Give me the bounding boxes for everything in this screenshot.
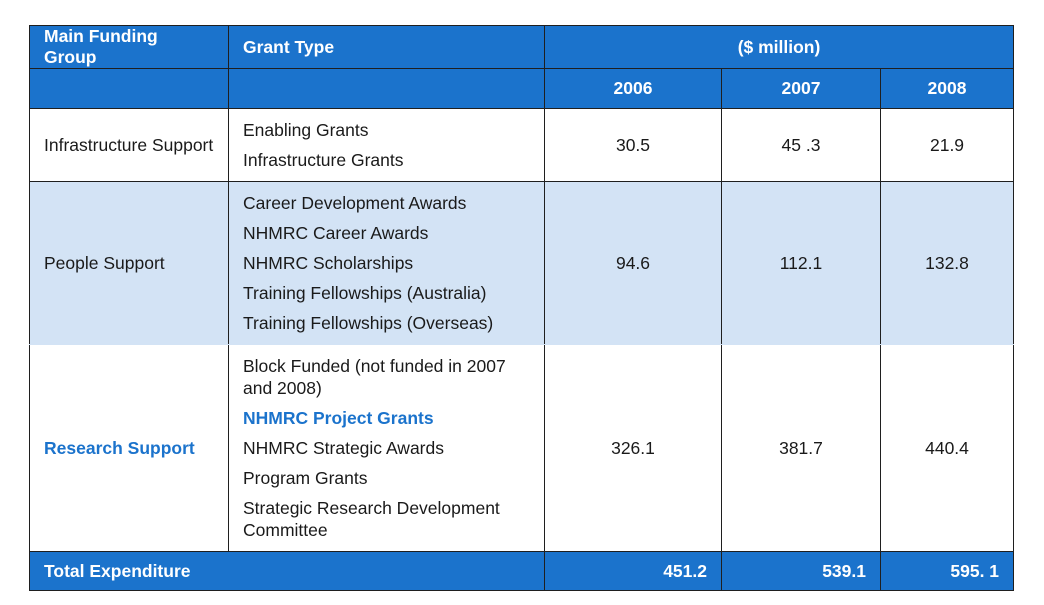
grant-type-cell: Block Funded (not funded in 2007 and 200… <box>228 344 545 552</box>
grant-item: NHMRC Career Awards <box>243 223 429 243</box>
grant-item: Infrastructure Grants <box>243 150 404 170</box>
grant-type-cell: Enabling Grants Infrastructure Grants <box>228 108 545 182</box>
header-year-2006: 2006 <box>544 68 722 109</box>
header-year-2008: 2008 <box>879 68 1015 109</box>
total-2007: 539.1 <box>721 551 881 591</box>
funding-group-cell: People Support <box>29 181 229 345</box>
funding-group-cell: Research Support <box>29 344 229 552</box>
value-2007: 112.1 <box>721 181 881 345</box>
value-2007: 45 .3 <box>721 108 881 182</box>
header-empty-cell <box>228 68 545 109</box>
grant-item: Strategic Research Development Committee <box>243 498 500 540</box>
table-row-people: People Support Career Development Awards… <box>29 181 1015 345</box>
value-2008: 132.8 <box>879 181 1015 345</box>
grant-item: Career Development Awards <box>243 193 467 213</box>
grant-item: Training Fellowships (Overseas) <box>243 313 494 333</box>
value-2006: 94.6 <box>544 181 722 345</box>
header-years-row: 2006 2007 2008 <box>29 68 1015 109</box>
funding-table: Main Funding Group Grant Type ($ million… <box>29 25 1015 591</box>
total-2006: 451.2 <box>544 551 722 591</box>
table-row-infrastructure: Infrastructure Support Enabling Grants I… <box>29 108 1015 182</box>
funding-group-cell: Infrastructure Support <box>29 108 229 182</box>
value-2008: 21.9 <box>879 108 1015 182</box>
header-empty-cell <box>29 68 229 109</box>
grant-type-cell: Career Development Awards NHMRC Career A… <box>228 181 545 345</box>
grant-item: NHMRC Strategic Awards <box>243 438 444 458</box>
grant-item-highlighted: NHMRC Project Grants <box>243 408 434 428</box>
grant-item: NHMRC Scholarships <box>243 253 414 273</box>
total-row: Total Expenditure 451.2 539.1 595. 1 <box>29 551 1015 591</box>
header-grant-type: Grant Type <box>228 25 545 69</box>
total-2008: 595. 1 <box>879 551 1015 591</box>
table-row-research: Research Support Block Funded (not funde… <box>29 344 1015 552</box>
grant-item: Enabling Grants <box>243 120 369 140</box>
grant-item: Program Grants <box>243 468 368 488</box>
header-unit: ($ million) <box>543 25 1015 69</box>
total-label: Total Expenditure <box>29 551 545 591</box>
value-2007: 381.7 <box>721 344 881 552</box>
header-main-funding-group: Main Funding Group <box>29 25 229 69</box>
grant-item: Training Fellowships (Australia) <box>243 283 487 303</box>
value-2006: 326.1 <box>544 344 722 552</box>
header-year-2007: 2007 <box>721 68 881 109</box>
header-row: Main Funding Group Grant Type ($ million… <box>29 25 1015 69</box>
value-2006: 30.5 <box>544 108 722 182</box>
grant-item: Block Funded (not funded in 2007 and 200… <box>243 356 506 398</box>
value-2008: 440.4 <box>879 344 1015 552</box>
